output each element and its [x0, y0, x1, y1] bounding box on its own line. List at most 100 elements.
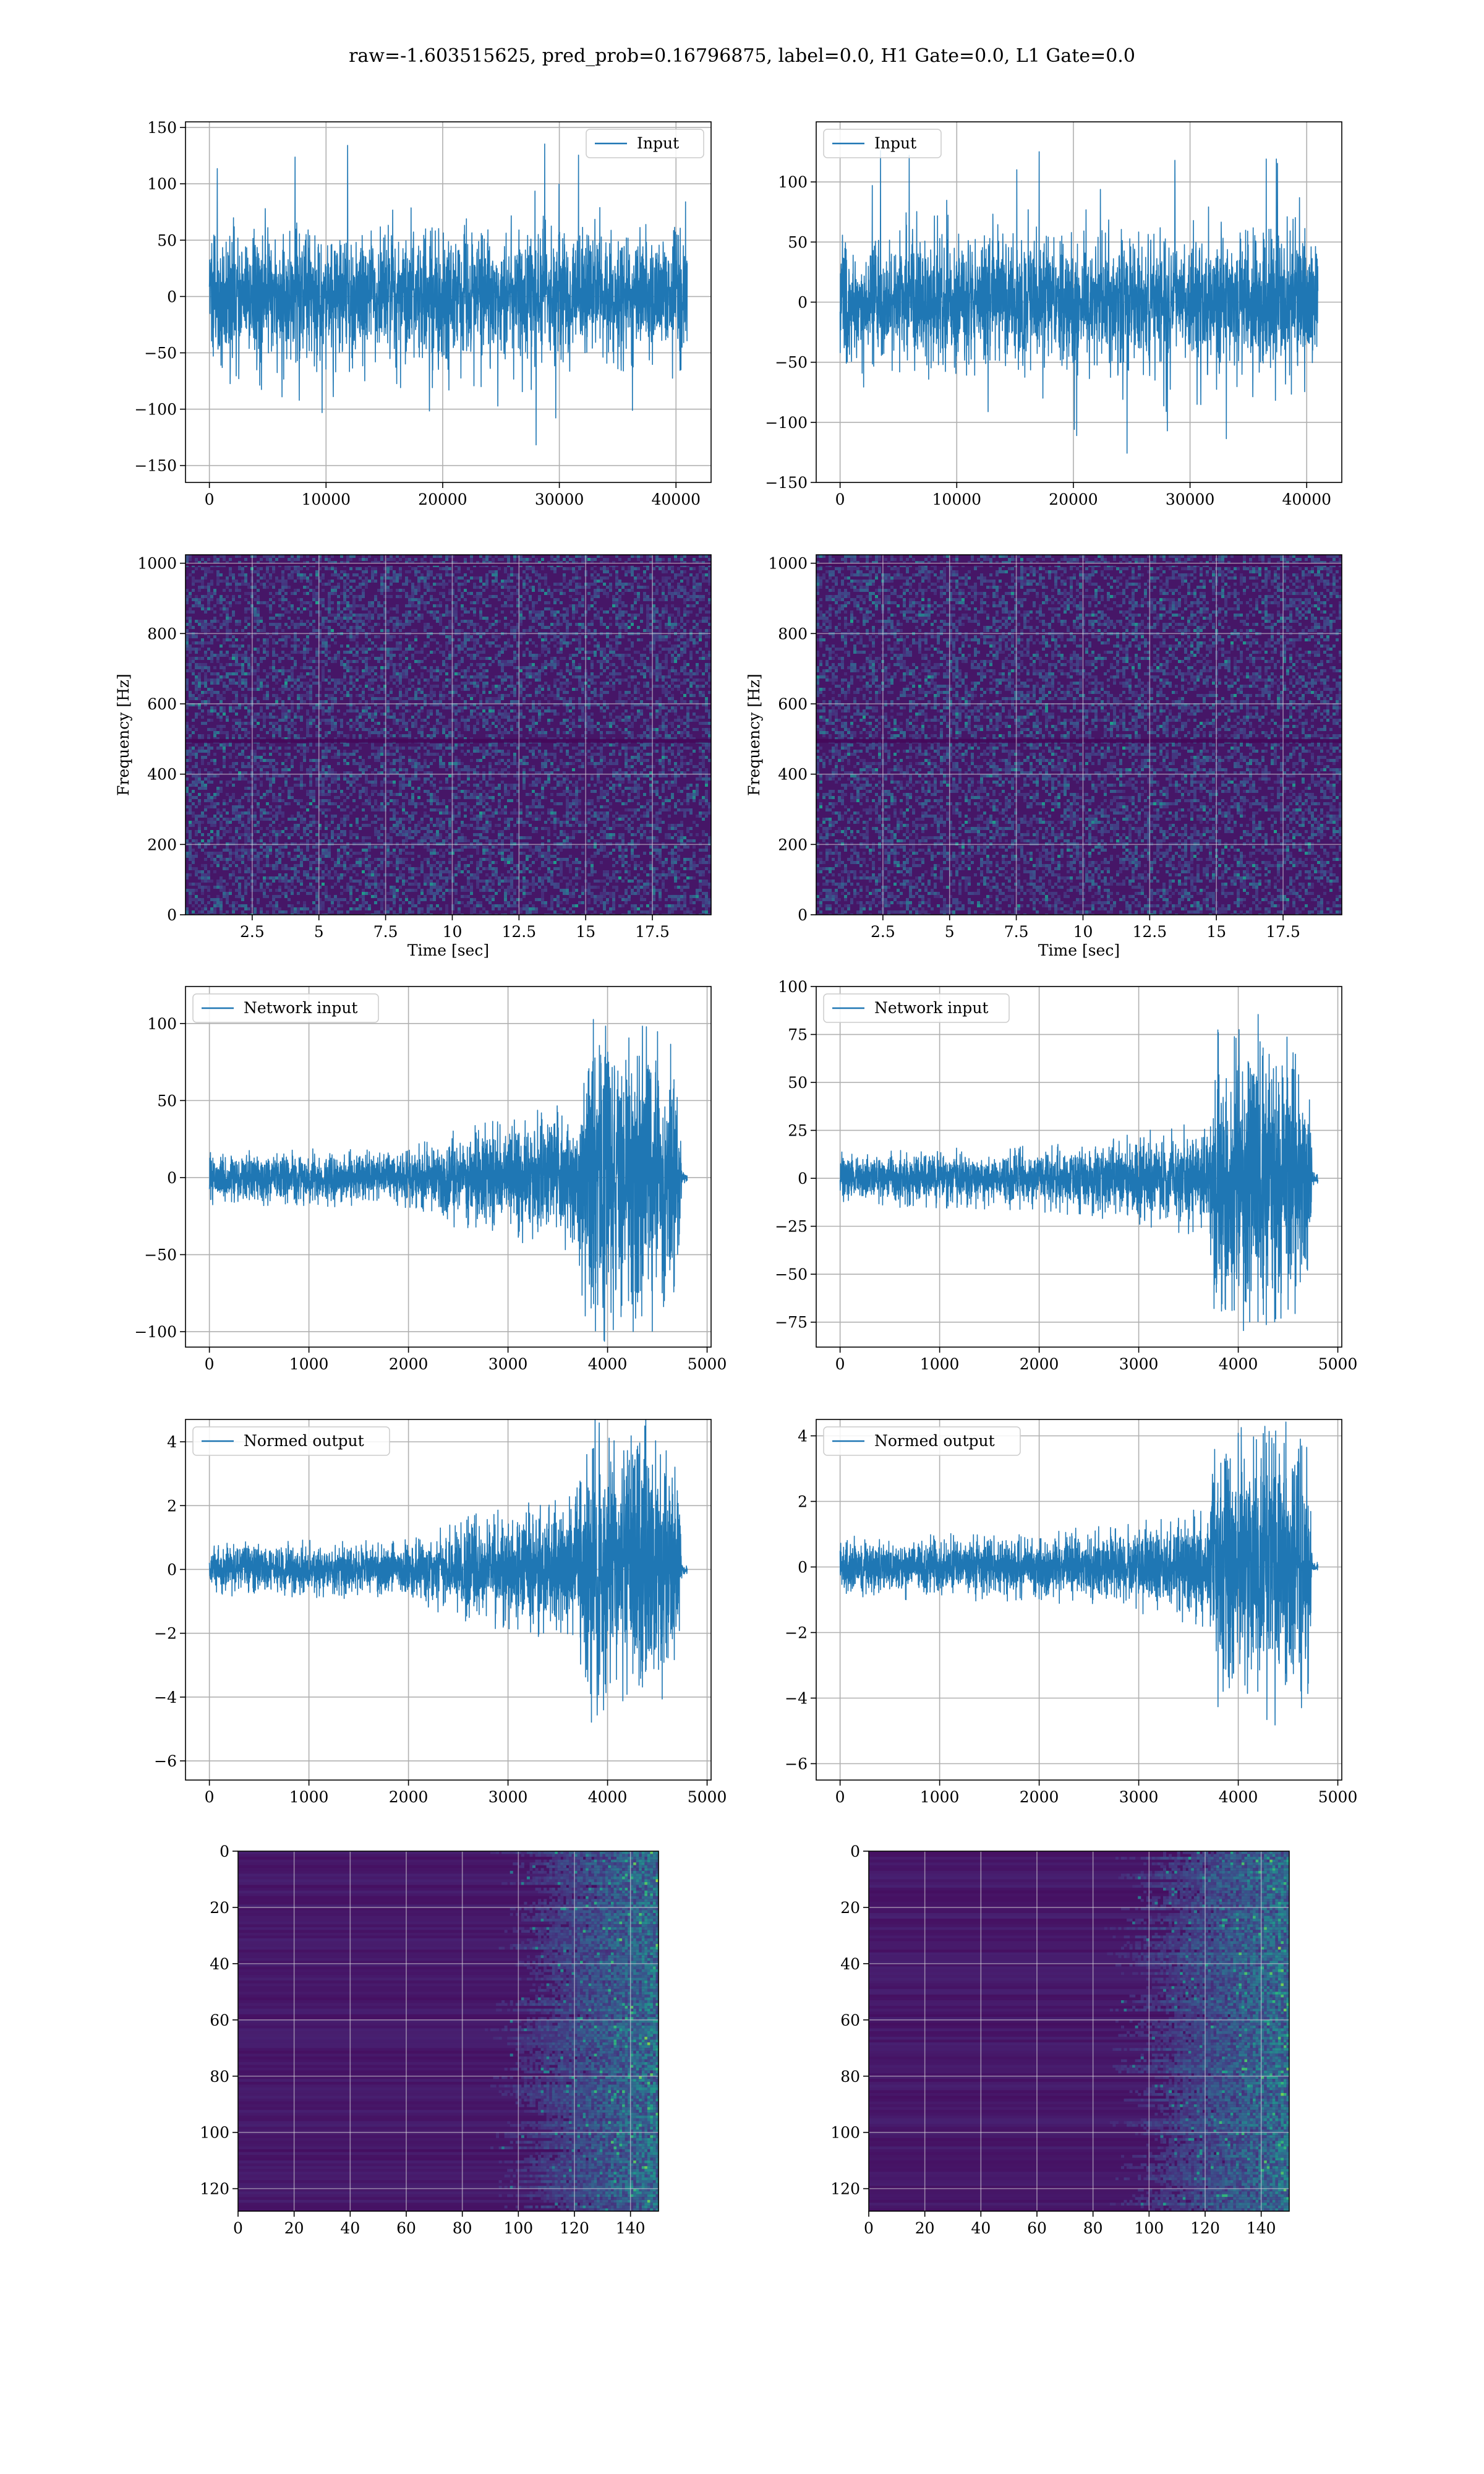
heatmap-cell	[402, 626, 405, 629]
heatmap-cell	[331, 567, 334, 570]
heatmap-cell	[232, 719, 235, 722]
heatmap-cell	[522, 558, 526, 561]
heatmap-cell	[288, 576, 291, 580]
heatmap-cell	[464, 722, 467, 725]
heatmap-cell	[334, 570, 337, 573]
heatmap-cell	[275, 675, 278, 678]
heatmap-cell	[519, 558, 522, 561]
heatmap-cell	[454, 719, 458, 722]
heatmap-cell	[575, 555, 578, 558]
heatmap-cell	[526, 737, 529, 740]
heatmap-cell	[532, 700, 535, 703]
heatmap-cell	[198, 734, 201, 737]
heatmap-cell	[365, 641, 368, 644]
heatmap-cell	[318, 644, 322, 648]
heatmap-cell	[665, 706, 668, 709]
heatmap-cell	[220, 694, 223, 697]
heatmap-cell	[442, 580, 445, 583]
heatmap-cell	[204, 666, 207, 669]
heatmap-cell	[223, 607, 226, 610]
heatmap-cell	[671, 700, 674, 703]
heatmap-cell	[680, 595, 683, 598]
heatmap-cell	[433, 555, 436, 558]
heatmap-cell	[625, 610, 628, 614]
heatmap-cell	[300, 700, 303, 703]
heatmap-cell	[600, 620, 603, 623]
heatmap-cell	[315, 635, 318, 638]
heatmap-cell	[309, 691, 312, 694]
heatmap-cell	[263, 576, 266, 580]
heatmap-cell	[504, 604, 507, 607]
heatmap-cell	[414, 694, 417, 697]
heatmap-cell	[420, 675, 424, 678]
heatmap-cell	[578, 629, 581, 632]
heatmap-cell	[291, 691, 294, 694]
heatmap-cell	[649, 555, 652, 558]
heatmap-cell	[424, 586, 427, 589]
heatmap-cell	[306, 694, 309, 697]
heatmap-cell	[578, 555, 581, 558]
heatmap-cell	[445, 747, 448, 750]
heatmap-cell	[618, 716, 621, 719]
heatmap-cell	[303, 573, 306, 576]
heatmap-cell	[318, 706, 322, 709]
heatmap-cell	[625, 700, 628, 703]
heatmap-cell	[226, 654, 229, 657]
heatmap-cell	[325, 626, 328, 629]
heatmap-cell	[201, 604, 204, 607]
heatmap-cell	[420, 697, 424, 700]
heatmap-cell	[337, 604, 340, 607]
heatmap-cell	[587, 697, 591, 700]
heatmap-cell	[485, 617, 488, 620]
heatmap-cell	[522, 629, 526, 632]
heatmap-cell	[186, 561, 189, 564]
heatmap-cell	[417, 607, 420, 610]
heatmap-cell	[615, 638, 618, 641]
heatmap-cell	[572, 722, 575, 725]
heatmap-cell	[288, 728, 291, 731]
heatmap-cell	[458, 731, 461, 734]
heatmap-cell	[291, 651, 294, 654]
heatmap-cell	[257, 629, 260, 632]
heatmap-cell	[226, 719, 229, 722]
heatmap-cell	[689, 657, 693, 660]
heatmap-cell	[424, 629, 427, 632]
heatmap-cell	[686, 731, 689, 734]
heatmap-cell	[689, 604, 693, 607]
heatmap-cell	[433, 728, 436, 731]
heatmap-cell	[263, 555, 266, 558]
heatmap-cell	[464, 580, 467, 583]
heatmap-cell	[612, 601, 615, 604]
heatmap-cell	[244, 657, 247, 660]
heatmap-cell	[414, 660, 417, 663]
heatmap-cell	[547, 607, 550, 610]
heatmap-cell	[569, 682, 572, 685]
heatmap-cell	[621, 614, 625, 617]
heatmap-cell	[606, 722, 609, 725]
heatmap-cell	[563, 614, 566, 617]
heatmap-cell	[640, 586, 643, 589]
heatmap-cell	[374, 558, 377, 561]
heatmap-cell	[380, 648, 383, 651]
heatmap-cell	[578, 604, 581, 607]
heatmap-cell	[522, 672, 526, 675]
heatmap-cell	[563, 703, 566, 706]
heatmap-cell	[532, 722, 535, 725]
heatmap-cell	[631, 737, 634, 740]
heatmap-cell	[640, 713, 643, 716]
heatmap-cell	[643, 595, 646, 598]
heatmap-cell	[538, 716, 541, 719]
heatmap-cell	[241, 722, 244, 725]
heatmap-cell	[603, 558, 606, 561]
heatmap-cell	[186, 598, 189, 601]
heatmap-cell	[662, 737, 665, 740]
heatmap-cell	[522, 651, 526, 654]
heatmap-cell	[485, 697, 488, 700]
heatmap-cell	[294, 592, 297, 595]
heatmap-cell	[232, 654, 235, 657]
heatmap-cell	[615, 635, 618, 638]
heatmap-cell	[448, 703, 451, 706]
heatmap-cell	[628, 731, 631, 734]
heatmap-cell	[662, 607, 665, 610]
heatmap-cell	[674, 728, 677, 731]
